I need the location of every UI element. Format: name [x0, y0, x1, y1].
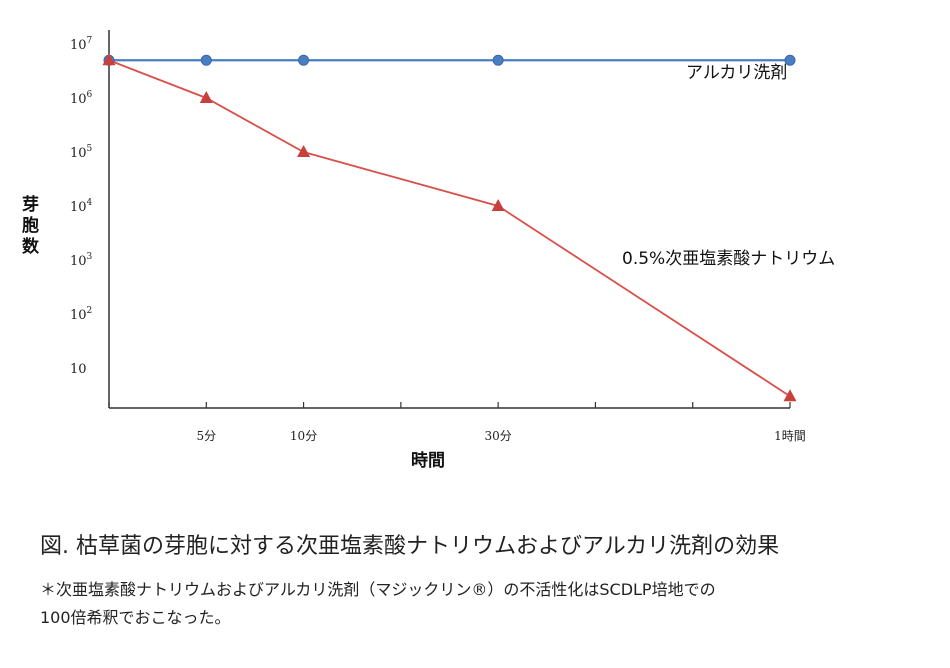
x-axis-title: 時間 [411, 450, 445, 471]
y-axis-title-char: 数 [22, 236, 40, 257]
note-line-2: 100倍希釈でおこなった。 [40, 608, 231, 627]
data-point-triangle [102, 53, 116, 66]
series-label-alkali: アルカリ洗剤 [686, 63, 787, 83]
x-tick-label: 10分 [290, 429, 317, 443]
note-line-1: ＊次亜塩素酸ナトリウムおよびアルカリ洗剤（マジックリン®）の不活性化はSCDLP… [40, 580, 716, 599]
x-tick-label: 1時間 [774, 429, 806, 443]
series-line-hypochlorite [108, 59, 791, 397]
data-point-circle [784, 54, 796, 66]
series-markers [102, 53, 797, 402]
y-tick-label: 102 [70, 306, 92, 323]
y-tick-label: 107 [70, 36, 93, 53]
y-axis-title-char: 芽 [22, 194, 39, 215]
y-tick-label: 106 [70, 90, 93, 107]
y-tick-label: 10 [70, 362, 87, 377]
y-tick-label: 105 [70, 144, 93, 161]
data-point-triangle [491, 199, 505, 211]
data-point-triangle [199, 91, 213, 103]
y-tick-label: 103 [70, 252, 93, 269]
x-tick-label: 30分 [485, 429, 512, 443]
y-tick-label: 104 [70, 198, 93, 215]
figure-note: ＊次亜塩素酸ナトリウムおよびアルカリ洗剤（マジックリン®）の不活性化はSCDLP… [40, 576, 940, 632]
data-point-circle [298, 54, 310, 66]
chart: 107 106 105 104 103 102 10 5分 10分 30分 1時間 芽 胞 数 時… [22, 30, 835, 471]
data-point-triangle [297, 145, 311, 157]
data-point-triangle [783, 389, 797, 402]
y-axis-title-char: 胞 [22, 215, 39, 236]
y-axis-title: 芽 胞 数 [22, 194, 45, 257]
y-tick-labels: 107 106 105 104 103 102 10 [70, 36, 93, 377]
x-tick-labels: 5分 10分 30分 1時間 [108, 402, 806, 443]
x-tick-label: 5分 [196, 429, 216, 443]
data-point-circle [492, 54, 504, 66]
data-point-circle [200, 54, 212, 66]
figure-caption: 図. 枯草菌の芽胞に対する次亜塩素酸ナトリウムおよびアルカリ洗剤の効果 [40, 534, 780, 559]
series-label-hypochlorite: 0.5%次亜塩素酸ナトリウム [622, 249, 835, 269]
series-lines [108, 59, 791, 397]
